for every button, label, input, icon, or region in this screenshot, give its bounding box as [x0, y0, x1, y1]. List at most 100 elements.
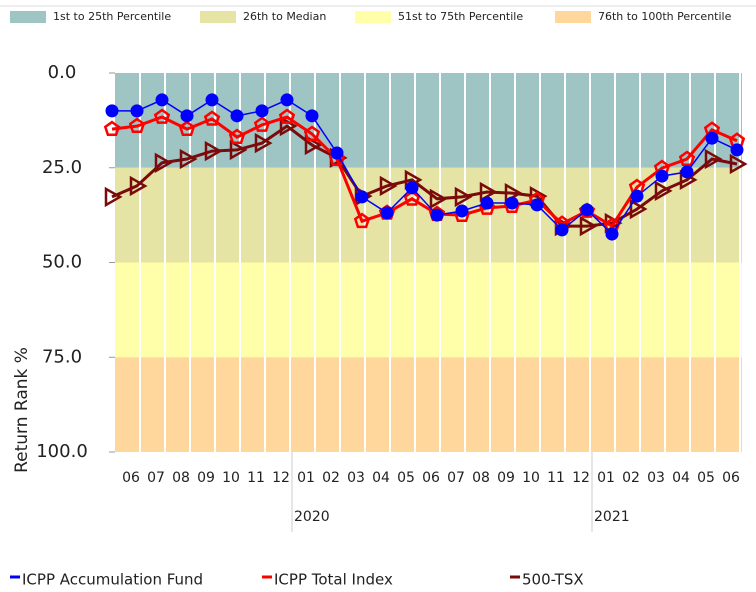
- data-point: [680, 165, 694, 179]
- data-point: [580, 203, 594, 217]
- y-tick-label: 25.0: [42, 157, 82, 178]
- legend-label: 500-TSX: [522, 571, 584, 589]
- data-point: [129, 175, 148, 197]
- data-point: [205, 93, 219, 107]
- data-point: [403, 190, 421, 206]
- data-point: [255, 104, 269, 118]
- data-point: [303, 125, 321, 141]
- data-point: [229, 139, 248, 161]
- series-line: [111, 124, 738, 228]
- y-axis-label: Return Rank %: [12, 347, 32, 473]
- x-tick-label: 01: [597, 470, 615, 486]
- legend-swatch: [10, 11, 46, 23]
- data-point: [430, 208, 444, 222]
- data-point: [103, 120, 121, 137]
- data-point: [505, 196, 519, 210]
- data-point: [629, 198, 648, 220]
- data-point: [330, 146, 344, 160]
- percentile-band: [115, 262, 742, 358]
- data-point: [104, 186, 123, 208]
- x-tick-label: 02: [322, 470, 340, 486]
- data-point: [228, 128, 246, 144]
- data-point: [155, 93, 169, 107]
- x-tick-label: 02: [622, 470, 640, 486]
- data-point: [429, 188, 448, 209]
- data-point: [605, 227, 619, 241]
- data-point: [128, 117, 146, 133]
- x-tick-label: 08: [472, 470, 490, 486]
- data-point: [355, 190, 369, 204]
- legend-label: 51st to 75th Percentile: [398, 10, 523, 23]
- x-tick-label: 06: [122, 470, 140, 486]
- x-tick-label: 03: [347, 470, 365, 486]
- data-point: [655, 169, 669, 183]
- x-tick-label: 11: [547, 470, 565, 486]
- data-point: [654, 180, 673, 202]
- x-tick-label: 12: [572, 470, 590, 486]
- year-label: 2021: [594, 509, 630, 525]
- data-point: [479, 181, 498, 203]
- legend-label: ICPP Total Index: [274, 571, 393, 589]
- x-tick-label: 06: [422, 470, 440, 486]
- y-tick-label: 0.0: [48, 62, 77, 83]
- data-point: [130, 104, 144, 118]
- legend-label: 1st to 25th Percentile: [53, 10, 171, 23]
- x-tick-label: 05: [397, 470, 415, 486]
- legend-swatch: [355, 11, 391, 23]
- data-point: [705, 131, 719, 145]
- x-tick-label: 12: [272, 470, 290, 486]
- data-point: [278, 108, 296, 124]
- data-point: [353, 212, 371, 229]
- legend-label: 76th to 100th Percentile: [598, 10, 732, 23]
- data-point: [180, 109, 194, 123]
- x-tick-label: 10: [522, 470, 540, 486]
- y-tick-label: 100.0: [36, 441, 88, 462]
- x-tick-label: 07: [147, 470, 165, 486]
- x-tick-label: 01: [297, 470, 315, 486]
- data-point: [304, 134, 323, 156]
- data-point: [203, 110, 221, 126]
- data-point: [105, 104, 119, 118]
- x-tick-label: 09: [497, 470, 515, 486]
- legend-swatch: [200, 11, 236, 23]
- x-tick-label: 08: [172, 470, 190, 486]
- data-point: [555, 223, 569, 237]
- x-tick-label: 03: [647, 470, 665, 486]
- data-point: [305, 109, 319, 123]
- legend-label: ICPP Accumulation Fund: [22, 571, 203, 589]
- data-point: [153, 108, 171, 124]
- data-point: [179, 148, 198, 170]
- year-label: 2020: [294, 509, 330, 525]
- data-point: [379, 175, 398, 197]
- data-point: [253, 116, 271, 132]
- percentile-band: [115, 357, 742, 452]
- data-point: [230, 109, 244, 123]
- percentile-band: [115, 167, 742, 263]
- x-tick-label: 09: [197, 470, 215, 486]
- data-point: [454, 186, 473, 208]
- legend-label: 26th to Median: [243, 10, 326, 23]
- x-tick-label: 06: [722, 470, 740, 486]
- data-point: [254, 132, 273, 154]
- legend-swatch: [555, 11, 591, 23]
- data-point: [730, 143, 744, 157]
- data-point: [729, 153, 748, 175]
- data-point: [530, 198, 544, 212]
- data-point: [380, 206, 394, 220]
- data-point: [579, 215, 598, 237]
- data-point: [455, 204, 469, 218]
- data-point: [204, 140, 223, 162]
- data-point: [678, 150, 696, 166]
- data-point: [154, 152, 173, 173]
- data-point: [630, 189, 644, 203]
- x-tick-label: 04: [672, 470, 690, 486]
- y-tick-label: 50.0: [42, 252, 82, 273]
- x-tick-label: 11: [247, 470, 265, 486]
- x-tick-label: 04: [372, 470, 390, 486]
- data-point: [178, 120, 196, 137]
- data-point: [704, 148, 723, 170]
- x-tick-label: 05: [697, 470, 715, 486]
- y-tick-label: 75.0: [42, 346, 82, 367]
- x-tick-label: 10: [222, 470, 240, 486]
